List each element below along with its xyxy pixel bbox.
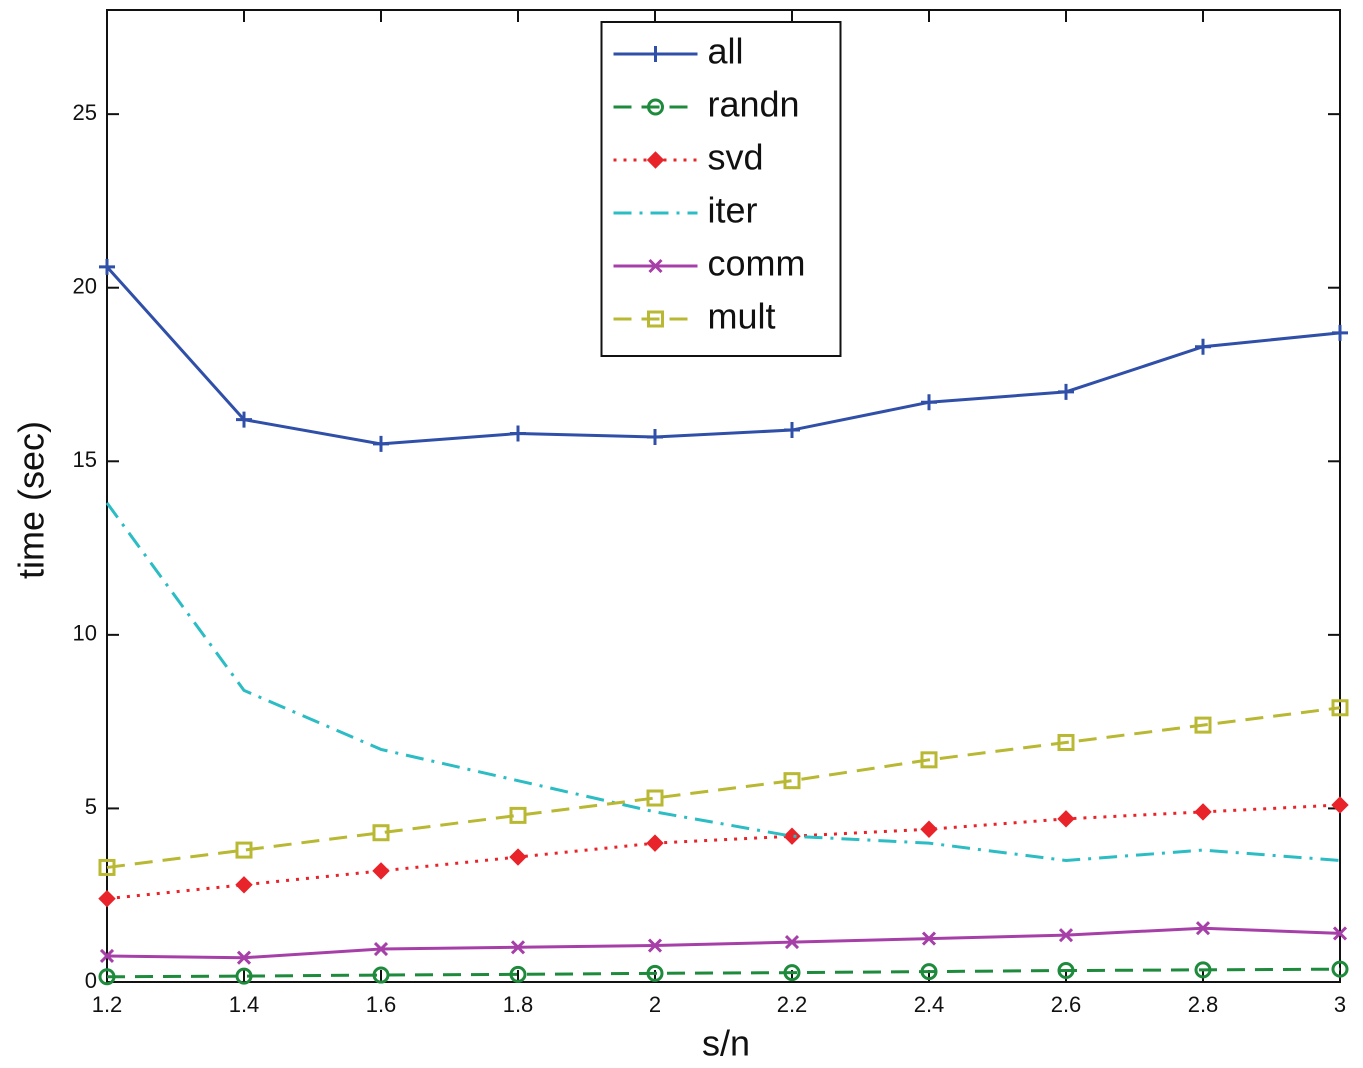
marker — [1057, 733, 1075, 751]
marker — [646, 834, 664, 852]
marker — [509, 806, 527, 824]
legend-marker — [646, 151, 665, 169]
y-tick-label: 15 — [73, 447, 97, 472]
x-tick-label: 2.2 — [777, 992, 808, 1017]
marker — [372, 966, 390, 984]
marker — [509, 965, 527, 983]
legend-marker — [648, 258, 663, 274]
plot-frame — [106, 9, 1341, 983]
legend-label: comm — [708, 243, 806, 284]
marker — [235, 967, 253, 985]
legend-label: randn — [708, 84, 800, 125]
marker — [235, 876, 253, 894]
marker — [1332, 926, 1348, 941]
y-tick-label: 20 — [73, 274, 97, 299]
x-tick-label: 2.6 — [1051, 992, 1082, 1017]
marker — [920, 751, 938, 769]
x-tick-label: 1.6 — [366, 992, 397, 1017]
marker — [784, 422, 800, 439]
series-line — [106, 926, 1341, 960]
marker — [99, 948, 115, 964]
marker — [646, 964, 664, 982]
y-tick-label: 5 — [85, 794, 97, 819]
marker — [920, 963, 938, 981]
y-tick-label: 0 — [85, 968, 97, 993]
marker — [647, 428, 663, 445]
marker — [1195, 921, 1211, 936]
marker — [99, 258, 115, 275]
marker — [647, 938, 663, 953]
x-tick-label: 1.2 — [92, 992, 123, 1017]
marker — [783, 827, 801, 845]
marker — [1057, 810, 1075, 828]
marker — [509, 848, 527, 866]
series-line — [106, 803, 1341, 901]
marker — [1058, 928, 1074, 943]
marker — [1194, 961, 1212, 979]
marker — [921, 394, 937, 411]
series-line — [105, 502, 1341, 863]
marker — [1332, 324, 1348, 341]
marker — [1195, 338, 1211, 355]
marker — [98, 968, 116, 986]
marker — [98, 889, 116, 908]
x-tick-label: 3 — [1334, 992, 1346, 1017]
marker — [1057, 962, 1075, 980]
marker — [646, 789, 664, 807]
marker — [920, 820, 938, 838]
y-tick-label: 10 — [73, 621, 97, 646]
marker — [510, 940, 526, 955]
marker — [921, 931, 937, 946]
marker — [510, 425, 526, 442]
y-axis-label: time (sec) — [11, 421, 52, 579]
x-tick-label: 2.8 — [1188, 992, 1219, 1017]
x-axis-label: s/n — [702, 1023, 750, 1064]
marker — [1331, 699, 1349, 717]
series-line — [106, 706, 1341, 869]
series-line — [106, 967, 1341, 979]
x-tick-label: 1.4 — [229, 992, 260, 1017]
legend-marker — [647, 310, 664, 328]
marker — [236, 411, 252, 428]
marker — [372, 824, 390, 842]
marker — [1331, 960, 1349, 978]
marker — [373, 941, 389, 957]
marker — [235, 841, 253, 859]
marker — [236, 950, 252, 965]
legend-label: svd — [708, 137, 764, 178]
marker — [1194, 716, 1212, 734]
legend-label: all — [708, 31, 744, 72]
x-tick-label: 2.4 — [914, 992, 945, 1017]
marker — [784, 935, 800, 950]
legend-label: iter — [708, 190, 758, 231]
marker — [372, 862, 390, 880]
marker — [783, 964, 801, 982]
legend-box — [600, 21, 842, 357]
series-line — [105, 265, 1341, 446]
marker — [783, 772, 801, 790]
marker — [1058, 383, 1074, 400]
legend-marker — [647, 46, 664, 62]
x-tick-label: 1.8 — [503, 992, 534, 1017]
legend-label: mult — [708, 296, 776, 337]
legend-marker — [647, 98, 664, 116]
y-tick-label: 25 — [73, 100, 97, 125]
x-tick-label: 2 — [649, 992, 661, 1017]
marker — [1194, 803, 1212, 821]
marker — [1331, 796, 1349, 814]
marker — [98, 858, 116, 876]
marker — [373, 435, 389, 452]
